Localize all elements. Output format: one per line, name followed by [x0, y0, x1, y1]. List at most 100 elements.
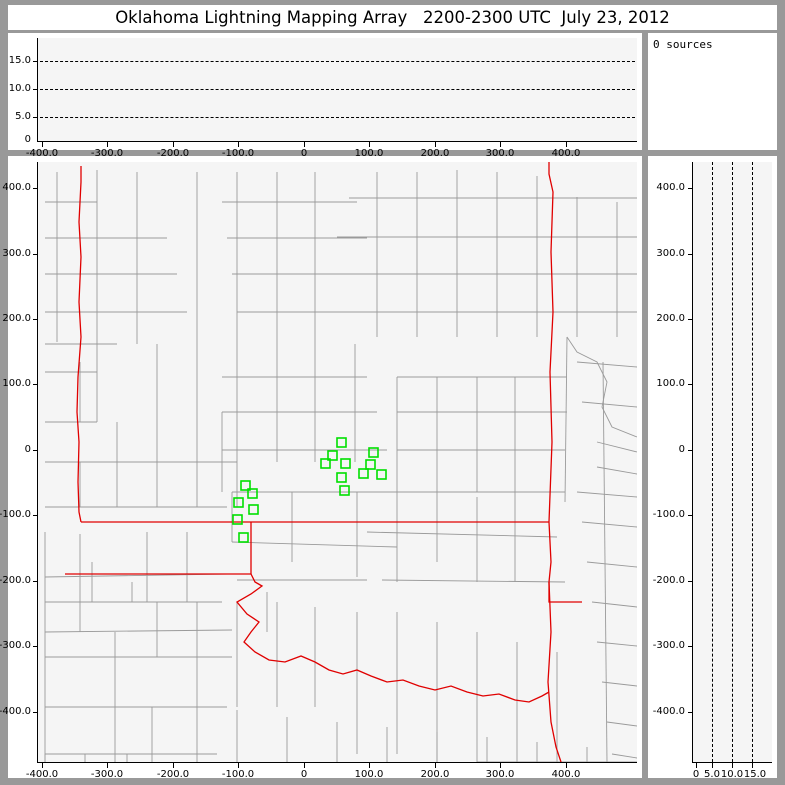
- hist-x-axis: [692, 762, 772, 763]
- source-marker: [240, 480, 251, 491]
- xtick-mark: [435, 142, 436, 147]
- gridline-10: [732, 162, 733, 762]
- xtick-mark: [435, 763, 436, 768]
- xtick-mark: [238, 142, 239, 147]
- ytick-label: 100.0: [656, 378, 685, 389]
- ytick-mark: [688, 581, 693, 582]
- ytick-mark: [33, 254, 38, 255]
- xtick-mark: [696, 763, 697, 768]
- ytick-mark: [688, 712, 693, 713]
- height-histogram-panel: 400.0 300.0 200.0 100.0 0 -100.0 -200.0 …: [648, 156, 777, 780]
- xtick-mark: [304, 763, 305, 768]
- source-marker: [247, 488, 258, 499]
- xtick-label: 10.0: [720, 769, 744, 780]
- ytick-mark: [688, 254, 693, 255]
- gridline-15: [40, 61, 635, 62]
- time-height-panel: 15.0 10.0 5.0 0 -400.0 -300.0 -200.0 -10…: [8, 33, 642, 159]
- gridline-10: [40, 89, 635, 90]
- ytick-mark: [33, 61, 38, 62]
- gridline-15: [752, 162, 753, 762]
- ytick-mark: [33, 384, 38, 385]
- source-marker: [232, 514, 243, 525]
- xtick-label: 0: [300, 769, 308, 780]
- xtick-label: -100.0: [221, 769, 255, 780]
- xtick-label: 400.0: [551, 148, 581, 159]
- source-marker: [368, 447, 379, 458]
- map-geometry: [44, 162, 637, 762]
- ytick-label: 0: [24, 134, 31, 145]
- xtick-mark: [173, 763, 174, 768]
- sources-count-label: 0 sources: [653, 38, 713, 51]
- lightning-source-markers: [232, 437, 387, 543]
- ytick-label: 400.0: [656, 182, 685, 193]
- ytick-label: 400.0: [2, 182, 31, 193]
- ytick-label: 100.0: [2, 378, 31, 389]
- source-marker: [320, 458, 331, 469]
- xtick-label: 100.0: [354, 148, 384, 159]
- xtick-mark: [732, 763, 733, 768]
- ytick-label: 10.0: [8, 83, 31, 94]
- source-marker: [340, 458, 351, 469]
- xtick-mark: [304, 142, 305, 147]
- gridline-5: [40, 117, 635, 118]
- ytick-mark: [33, 89, 38, 90]
- ytick-label: 0: [24, 444, 31, 455]
- page-title: Oklahoma Lightning Mapping Array 2200-23…: [115, 8, 670, 27]
- xtick-mark: [712, 763, 713, 768]
- time-height-x-axis: [37, 141, 637, 142]
- xtick-mark: [238, 763, 239, 768]
- county-boundaries: [44, 170, 637, 762]
- ytick-mark: [688, 319, 693, 320]
- xtick-mark: [566, 763, 567, 768]
- xtick-mark: [107, 763, 108, 768]
- gridline-5: [712, 162, 713, 762]
- ytick-mark: [33, 581, 38, 582]
- xtick-label: 0: [692, 769, 700, 780]
- xtick-mark: [752, 763, 753, 768]
- source-marker: [238, 532, 249, 543]
- ytick-mark: [688, 515, 693, 516]
- ytick-label: -100.0: [652, 509, 685, 520]
- ytick-label: 200.0: [2, 313, 31, 324]
- ytick-label: -200.0: [0, 575, 31, 586]
- source-marker: [327, 450, 338, 461]
- window-title-bar: Oklahoma Lightning Mapping Array 2200-23…: [8, 5, 777, 30]
- state-boundaries: [65, 162, 582, 762]
- ytick-mark: [33, 117, 38, 118]
- xtick-label: -300.0: [90, 148, 124, 159]
- ytick-label: -300.0: [0, 640, 31, 651]
- ytick-mark: [33, 712, 38, 713]
- xtick-label: 100.0: [354, 769, 384, 780]
- height-histogram-plot-area[interactable]: [692, 162, 772, 762]
- ytick-label: -300.0: [652, 640, 685, 651]
- ytick-label: 300.0: [2, 248, 31, 259]
- ytick-label: 200.0: [656, 313, 685, 324]
- ytick-label: 300.0: [656, 248, 685, 259]
- ytick-mark: [33, 450, 38, 451]
- xtick-label: -200.0: [156, 769, 190, 780]
- ytick-mark: [688, 646, 693, 647]
- xtick-label: 5.0: [704, 769, 720, 780]
- ytick-label: -100.0: [0, 509, 31, 520]
- xtick-label: -400.0: [25, 148, 59, 159]
- xtick-mark: [566, 142, 567, 147]
- xtick-label: 300.0: [485, 769, 515, 780]
- ytick-label: 0: [678, 444, 685, 455]
- source-marker: [358, 468, 369, 479]
- ytick-mark: [33, 319, 38, 320]
- ytick-mark: [33, 646, 38, 647]
- xtick-label: 300.0: [485, 148, 515, 159]
- xtick-label: -200.0: [156, 148, 190, 159]
- map-plot-area[interactable]: [37, 162, 637, 762]
- xtick-mark: [107, 142, 108, 147]
- hist-y-axis: [692, 162, 693, 762]
- ytick-label: 5.0: [15, 111, 31, 122]
- xtick-mark: [500, 142, 501, 147]
- ytick-mark: [33, 515, 38, 516]
- xtick-mark: [42, 142, 43, 147]
- source-marker: [365, 459, 376, 470]
- xtick-label: -300.0: [90, 769, 124, 780]
- source-marker: [248, 504, 259, 515]
- xtick-mark: [42, 763, 43, 768]
